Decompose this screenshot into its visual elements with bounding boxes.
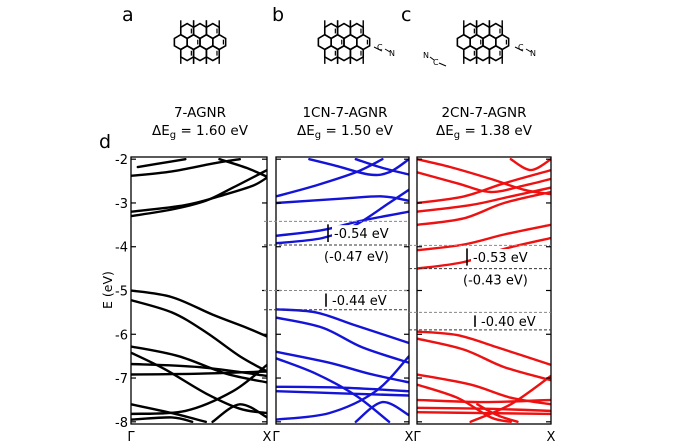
y-tick-label: -8	[115, 416, 128, 431]
x-tick-label: X	[547, 430, 556, 445]
shift-label-bg	[332, 225, 392, 242]
molecule-7-agnr	[173, 20, 227, 64]
shift-label: -0.54 eV	[334, 227, 389, 242]
band-line	[417, 190, 551, 226]
shift-label: -0.40 eV	[481, 315, 536, 330]
gap-label-b: ΔEg = 1.50 eV	[297, 123, 394, 141]
band-line	[131, 176, 267, 213]
molecule-2cn-7-agnr	[456, 20, 510, 64]
band-line	[469, 374, 551, 423]
band-line	[218, 158, 267, 178]
gap-label-c: ΔEg = 1.38 eV	[436, 123, 533, 141]
atom-c-label: C	[377, 43, 383, 52]
band-line	[417, 171, 551, 194]
atom-n-label: N	[389, 49, 395, 58]
shift-label-bg	[330, 292, 390, 309]
band-line	[131, 370, 267, 376]
y-tick-label: -6	[115, 328, 128, 343]
hexagon-ring	[192, 44, 208, 62]
y-tick-label: -4	[115, 241, 128, 256]
x-tick-label: X	[263, 430, 272, 445]
structure-name-a: 7-AGNR	[174, 105, 226, 121]
cyano-group-left-c: N C	[423, 51, 447, 67]
band-line	[308, 158, 409, 177]
molecule-1cn-7-agnr	[317, 20, 371, 64]
band-line	[417, 398, 551, 404]
y-tick-label: -5	[115, 285, 128, 300]
structure-name-b: 1CN-7-AGNR	[302, 105, 387, 121]
band-line	[131, 363, 267, 416]
shift-alt-label-bg	[461, 271, 539, 288]
band-line	[131, 351, 267, 415]
atom-c-label: C	[433, 58, 439, 67]
x-tick-label: Γ	[413, 430, 421, 445]
band-line	[276, 316, 409, 364]
band-line	[276, 308, 409, 345]
hexagon-ring	[336, 44, 352, 62]
band-line	[131, 289, 267, 338]
band-line	[276, 355, 409, 421]
band-line	[417, 383, 512, 423]
shift-alt-label: (-0.43 eV)	[463, 274, 528, 289]
band-line	[476, 403, 519, 423]
band-line	[354, 158, 409, 176]
shift-label: -0.53 eV	[473, 251, 528, 266]
shift-alt-label: (-0.47 eV)	[324, 250, 389, 265]
y-axis-label: E (eV)	[100, 271, 115, 309]
panel-frame	[130, 156, 268, 425]
band-line	[417, 168, 551, 205]
y-tick-label: -7	[115, 372, 128, 387]
atom-c-label: C	[518, 43, 524, 52]
hexagon-ring	[488, 44, 504, 62]
panel-letter-a: a	[122, 4, 134, 26]
band-line	[509, 158, 551, 172]
x-tick-label: Γ	[272, 430, 280, 445]
band-line	[136, 158, 187, 169]
band-line	[417, 411, 551, 416]
shift-label-bg	[479, 313, 539, 330]
band-line	[276, 390, 409, 397]
gap-label-a: ΔEg = 1.60 eV	[152, 123, 249, 141]
panel-letter-b: b	[272, 4, 284, 26]
atom-n-label: N	[423, 51, 429, 60]
hexagon-ring	[475, 44, 491, 62]
panel-letter-c: c	[401, 4, 411, 26]
band-panel-2: Γ X-0.54 eV(-0.47 eV)-0.44 eV	[264, 156, 414, 445]
band-line	[276, 385, 409, 393]
band-line	[354, 400, 409, 423]
band-line	[276, 188, 409, 245]
band-line	[131, 298, 267, 373]
structure-name-c: 2CN-7-AGNR	[441, 105, 526, 121]
band-panel-3: Γ X -0.53 eV (-0.43 eV) -0.40 eV	[409, 156, 556, 445]
band-line	[417, 186, 551, 213]
band-line	[276, 357, 391, 423]
x-tick-label: Γ	[127, 430, 135, 445]
band-line	[417, 337, 551, 382]
cyano-group-right-c: C N	[514, 43, 536, 58]
shift-label: -0.44 eV	[332, 294, 387, 309]
shift-alt-label-bg	[322, 247, 400, 264]
band-line	[276, 158, 384, 198]
panel-letter-d: d	[99, 131, 111, 153]
band-line	[211, 403, 267, 423]
band-line	[417, 330, 551, 367]
band-panels: -2-3-4-5-6-7-8Γ X Γ X-0.54 eV(-0.47 eV)-0.4…	[115, 153, 556, 445]
band-line	[131, 362, 267, 378]
band-line	[417, 223, 551, 252]
x-tick-label: X	[405, 430, 414, 445]
hexagon-ring	[349, 44, 365, 62]
y-tick-label: -3	[115, 197, 128, 212]
hexagon-ring	[205, 44, 221, 62]
shift-label-bg	[471, 249, 531, 266]
band-panel-1: -2 -3 -4 -5 -6 -7 -8Γ X	[115, 153, 272, 445]
atom-n-label: N	[530, 49, 536, 58]
band-line	[131, 416, 194, 423]
band-line	[276, 350, 409, 384]
y-tick-label: -2	[115, 153, 128, 168]
cyano-group-right-b: C N	[373, 43, 395, 58]
